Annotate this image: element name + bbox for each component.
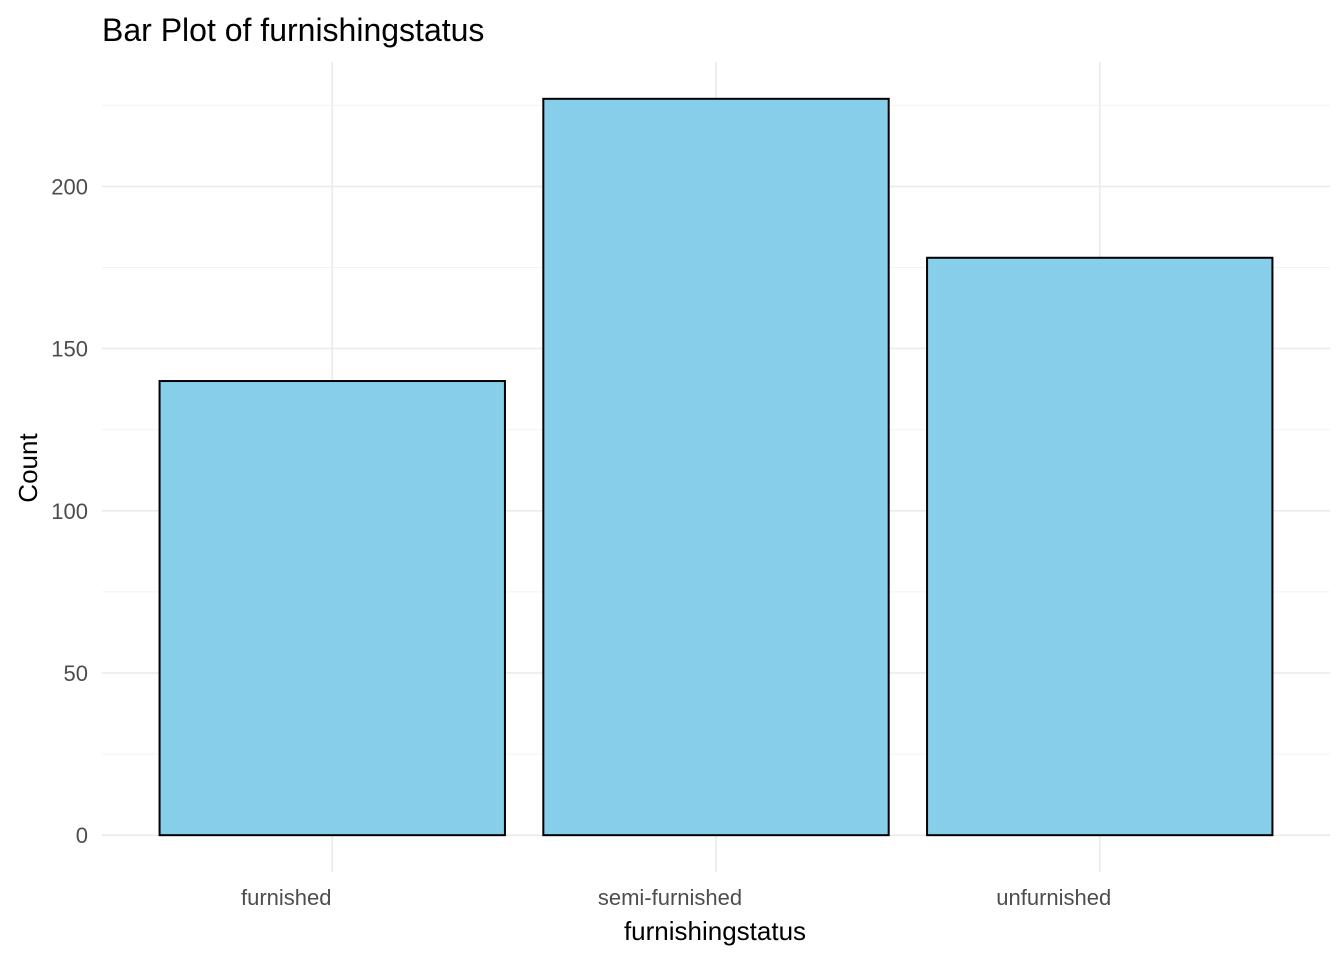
bars: [158, 97, 1274, 837]
x-axis-tick-labels: furnished semi-furnished unfurnished: [241, 885, 1111, 910]
x-tick-label: furnished: [241, 885, 332, 910]
bar-furnished: [158, 380, 506, 837]
y-tick-label: 50: [64, 661, 88, 686]
bar-unfurnished: [926, 256, 1274, 837]
chart-title: Bar Plot of furnishingstatus: [102, 12, 484, 48]
x-axis-title: furnishingstatus: [624, 916, 806, 946]
y-tick-label: 150: [51, 337, 88, 362]
x-tick-label: unfurnished: [996, 885, 1111, 910]
y-axis-title: Count: [13, 433, 43, 503]
y-tick-label: 200: [51, 174, 88, 199]
y-tick-label: 0: [76, 823, 88, 848]
bar-semi-furnished: [542, 97, 890, 837]
y-tick-label: 100: [51, 499, 88, 524]
y-axis-tick-labels: 0 50 100 150 200: [51, 174, 88, 848]
x-tick-label: semi-furnished: [598, 885, 742, 910]
